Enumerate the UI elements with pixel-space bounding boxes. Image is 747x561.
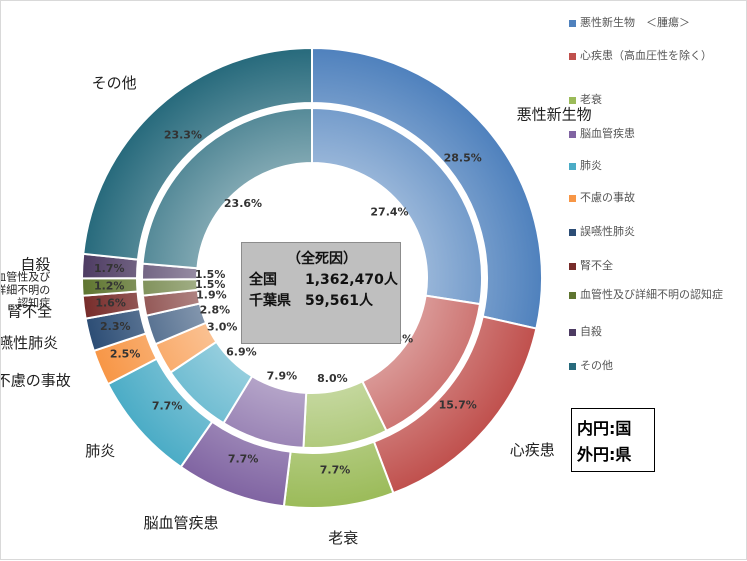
outer-value-label-3: 7.7% xyxy=(228,452,259,465)
legend-item-8: 血管性及び詳細不明の認知症 xyxy=(569,288,726,302)
outer-ring-segment-10 xyxy=(82,46,313,261)
category-label-3: 脳血管疾患 xyxy=(143,514,218,532)
legend-item-1: 心疾患（高血圧性を除く） xyxy=(569,49,726,63)
category-label-0: 悪性新生物 xyxy=(517,105,592,123)
outer-value-label-6: 2.3% xyxy=(100,320,131,333)
outer-value-label-9: 1.7% xyxy=(94,262,125,275)
category-label-7: 腎不全 xyxy=(7,302,52,320)
category-label-4: 肺炎 xyxy=(85,442,115,460)
legend-item-10: その他 xyxy=(569,359,726,373)
legend-label-9: 自殺 xyxy=(580,325,602,338)
outer-value-label-1: 15.7% xyxy=(439,399,477,412)
legend-item-3: 脳血管疾患 xyxy=(569,127,726,141)
legend-label-1: 心疾患（高血圧性を除く） xyxy=(580,49,712,62)
inner-value-label-7: 1.9% xyxy=(196,289,227,302)
note-inner-ring: 内円:国 xyxy=(577,419,632,438)
inner-value-label-9: 1.5% xyxy=(195,268,226,281)
category-label-2: 老衰 xyxy=(328,529,358,547)
ring-note-box: 内円:国 外円:県 xyxy=(571,408,655,472)
total-deaths-title: （全死因） xyxy=(287,251,357,267)
outer-value-label-8: 1.2% xyxy=(94,280,125,293)
legend-label-3: 脳血管疾患 xyxy=(580,127,635,140)
outer-value-label-0: 28.5% xyxy=(444,152,482,165)
legend-swatch-7 xyxy=(569,263,576,270)
outer-value-label-2: 7.7% xyxy=(320,464,351,477)
legend-item-2: 老衰 xyxy=(569,93,726,107)
legend-swatch-9 xyxy=(569,329,576,336)
outer-value-label-4: 7.7% xyxy=(152,400,183,413)
inner-value-label-2: 8.0% xyxy=(317,372,348,385)
legend-label-5: 不慮の事故 xyxy=(580,191,635,204)
legend-item-6: 誤嚥性肺炎 xyxy=(569,225,726,239)
national-label: 全国 xyxy=(249,272,277,288)
total-deaths-box: （全死因） 全国 1,362,470人 千葉県 59,561人 xyxy=(241,242,401,344)
outer-value-label-10: 23.3% xyxy=(164,129,202,142)
legend-swatch-8 xyxy=(569,292,576,299)
note-outer-ring: 外円:県 xyxy=(577,445,632,464)
legend-item-5: 不慮の事故 xyxy=(569,191,726,205)
legend-item-4: 肺炎 xyxy=(569,159,726,173)
legend-label-4: 肺炎 xyxy=(580,159,602,172)
legend-label-8: 血管性及び詳細不明の認知症 xyxy=(580,288,723,301)
legend-label-7: 腎不全 xyxy=(580,259,613,272)
legend-label-10: その他 xyxy=(580,359,613,372)
legend-item-7: 腎不全 xyxy=(569,259,726,273)
inner-value-label-8: 1.5% xyxy=(195,278,226,291)
inner-value-label-5: 3.0% xyxy=(207,320,238,333)
legend-item-9: 自殺 xyxy=(569,325,726,339)
outer-value-label-7: 1.6% xyxy=(95,297,126,310)
legend-label-2: 老衰 xyxy=(580,93,602,106)
category-label-1: 心疾患 xyxy=(510,441,555,459)
chiba-value: 59,561人 xyxy=(305,293,374,309)
legend-swatch-3 xyxy=(569,131,576,138)
national-total-row: 全国 1,362,470人 xyxy=(249,269,398,289)
category-label-10: その他 xyxy=(92,74,137,92)
inner-value-label-10: 23.6% xyxy=(224,197,262,210)
inner-value-label-4: 6.9% xyxy=(226,346,257,359)
category-label-6: 誤嚥性肺炎 xyxy=(1,334,58,352)
outer-value-label-5: 2.5% xyxy=(110,347,141,360)
legend-swatch-6 xyxy=(569,229,576,236)
legend-swatch-5 xyxy=(569,195,576,202)
legend-swatch-2 xyxy=(569,97,576,104)
inner-value-label-3: 7.9% xyxy=(267,370,298,383)
chiba-total-row: 千葉県 59,561人 xyxy=(249,290,373,310)
legend-swatch-0 xyxy=(569,20,576,27)
legend-swatch-10 xyxy=(569,363,576,370)
national-value: 1,362,470人 xyxy=(305,272,398,288)
legend-swatch-1 xyxy=(569,53,576,60)
category-label-9: 自殺 xyxy=(20,255,50,273)
inner-ring-segment-10 xyxy=(141,106,313,270)
inner-value-label-0: 27.4% xyxy=(370,206,408,219)
category-label-8: 血管性及び詳細不明の認知症 xyxy=(1,269,50,309)
chiba-label: 千葉県 xyxy=(249,293,291,309)
inner-value-label-6: 2.8% xyxy=(200,303,231,316)
category-label-5: 不慮の事故 xyxy=(1,371,71,389)
legend-label-0: 悪性新生物 ＜腫瘍＞ xyxy=(580,16,690,29)
legend-label-6: 誤嚥性肺炎 xyxy=(580,225,635,238)
legend-item-0: 悪性新生物 ＜腫瘍＞ xyxy=(569,16,726,30)
legend-swatch-4 xyxy=(569,163,576,170)
